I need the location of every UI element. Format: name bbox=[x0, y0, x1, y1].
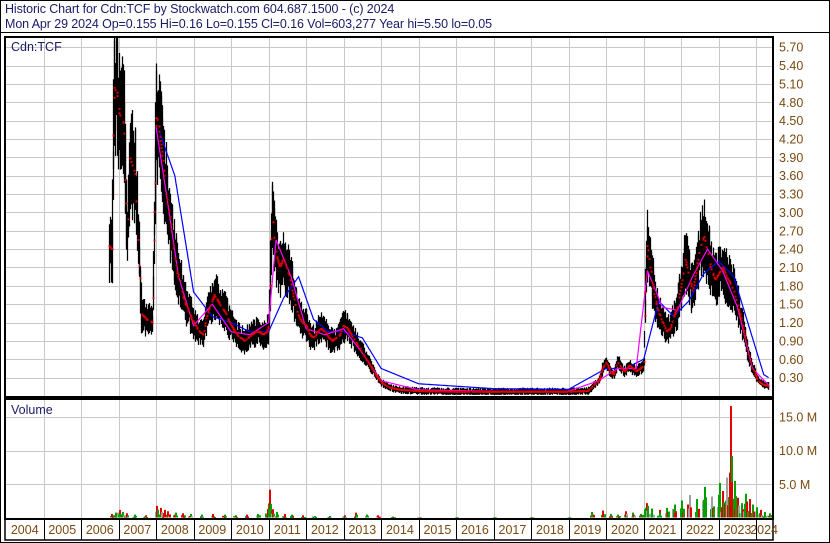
price-tick-2-40: 2.40 bbox=[779, 243, 803, 257]
moving-average-fast-line bbox=[155, 126, 770, 392]
price-panel-frame bbox=[4, 36, 774, 398]
year-label-2013: 2013 bbox=[348, 523, 376, 537]
price-tick-3-30: 3.30 bbox=[779, 188, 803, 202]
year-label-2017: 2017 bbox=[499, 523, 527, 537]
year-label-2010: 2010 bbox=[236, 523, 264, 537]
historic-price-volume-chart: Cdn:TCF Volume 5.70 5.40 5.10 4.80 4.50 4.20 3… bbox=[4, 36, 817, 541]
year-label-2005: 2005 bbox=[48, 523, 76, 537]
close-price-markers bbox=[108, 86, 770, 393]
symbol-label: Cdn:TCF bbox=[11, 40, 62, 54]
price-tick-2-70: 2.70 bbox=[779, 224, 803, 238]
price-tick-3-00: 3.00 bbox=[779, 206, 803, 220]
price-tick-4-80: 4.80 bbox=[779, 96, 803, 110]
price-tick-5-40: 5.40 bbox=[779, 59, 803, 73]
year-label-2018: 2018 bbox=[536, 523, 564, 537]
volume-tick-10-0-M: 10.0 M bbox=[779, 444, 817, 458]
price-tick-0-30: 0.30 bbox=[779, 371, 803, 385]
volume-tick-5-0-M: 5.0 M bbox=[779, 478, 810, 492]
year-label-2004: 2004 bbox=[11, 523, 39, 537]
price-tick-0-90: 0.90 bbox=[779, 334, 803, 348]
year-axis-tick-labels: 2004 2005 2006 2007 2008 2009 2010 2011 2012 2013… bbox=[11, 519, 778, 540]
year-label-2007: 2007 bbox=[123, 523, 151, 537]
price-tick-1-50: 1.50 bbox=[779, 298, 803, 312]
price-axis-tick-labels: 5.70 5.40 5.10 4.80 4.50 4.20 3.90 3.60 3.30 3.00… bbox=[779, 41, 803, 385]
year-label-2008: 2008 bbox=[161, 523, 189, 537]
year-label-2024: 2024 bbox=[750, 523, 778, 537]
volume-panel-label: Volume bbox=[11, 403, 53, 417]
price-tick-2-10: 2.10 bbox=[779, 261, 803, 275]
year-label-2022: 2022 bbox=[686, 523, 714, 537]
year-label-2009: 2009 bbox=[198, 523, 226, 537]
chart-header: Historic Chart for Cdn:TCF by Stockwatch… bbox=[1, 1, 829, 33]
price-tick-1-80: 1.80 bbox=[779, 279, 803, 293]
year-label-2020: 2020 bbox=[611, 523, 639, 537]
price-tick-5-70: 5.70 bbox=[779, 41, 803, 55]
year-label-2012: 2012 bbox=[311, 523, 339, 537]
volume-tick-15-0-M: 15.0 M bbox=[779, 410, 817, 424]
price-tick-4-50: 4.50 bbox=[779, 114, 803, 128]
chart-canvas-area: Cdn:TCF Volume 5.70 5.40 5.10 4.80 4.50 4.20 3… bbox=[1, 33, 829, 542]
year-label-2021: 2021 bbox=[649, 523, 677, 537]
year-axis-frame bbox=[4, 518, 774, 541]
price-tick-3-90: 3.90 bbox=[779, 151, 803, 165]
price-tick-3-60: 3.60 bbox=[779, 169, 803, 183]
price-tick-0-60: 0.60 bbox=[779, 353, 803, 367]
price-tick-4-20: 4.20 bbox=[779, 132, 803, 146]
year-label-2023: 2023 bbox=[724, 523, 752, 537]
price-tick-5-10: 5.10 bbox=[779, 77, 803, 91]
year-label-2006: 2006 bbox=[86, 523, 114, 537]
year-label-2011: 2011 bbox=[274, 523, 301, 537]
header-quote-line: Mon Apr 29 2024 Op=0.155 Hi=0.16 Lo=0.15… bbox=[5, 17, 493, 31]
year-label-2014: 2014 bbox=[386, 523, 414, 537]
header-title-line: Historic Chart for Cdn:TCF by Stockwatch… bbox=[5, 2, 395, 16]
volume-axis-tick-labels: 15.0 M 10.0 M 5.0 M bbox=[779, 410, 817, 491]
year-label-2015: 2015 bbox=[423, 523, 451, 537]
year-label-2019: 2019 bbox=[574, 523, 602, 537]
price-tick-1-20: 1.20 bbox=[779, 316, 803, 330]
volume-bars bbox=[110, 406, 772, 519]
year-label-2016: 2016 bbox=[461, 523, 489, 537]
